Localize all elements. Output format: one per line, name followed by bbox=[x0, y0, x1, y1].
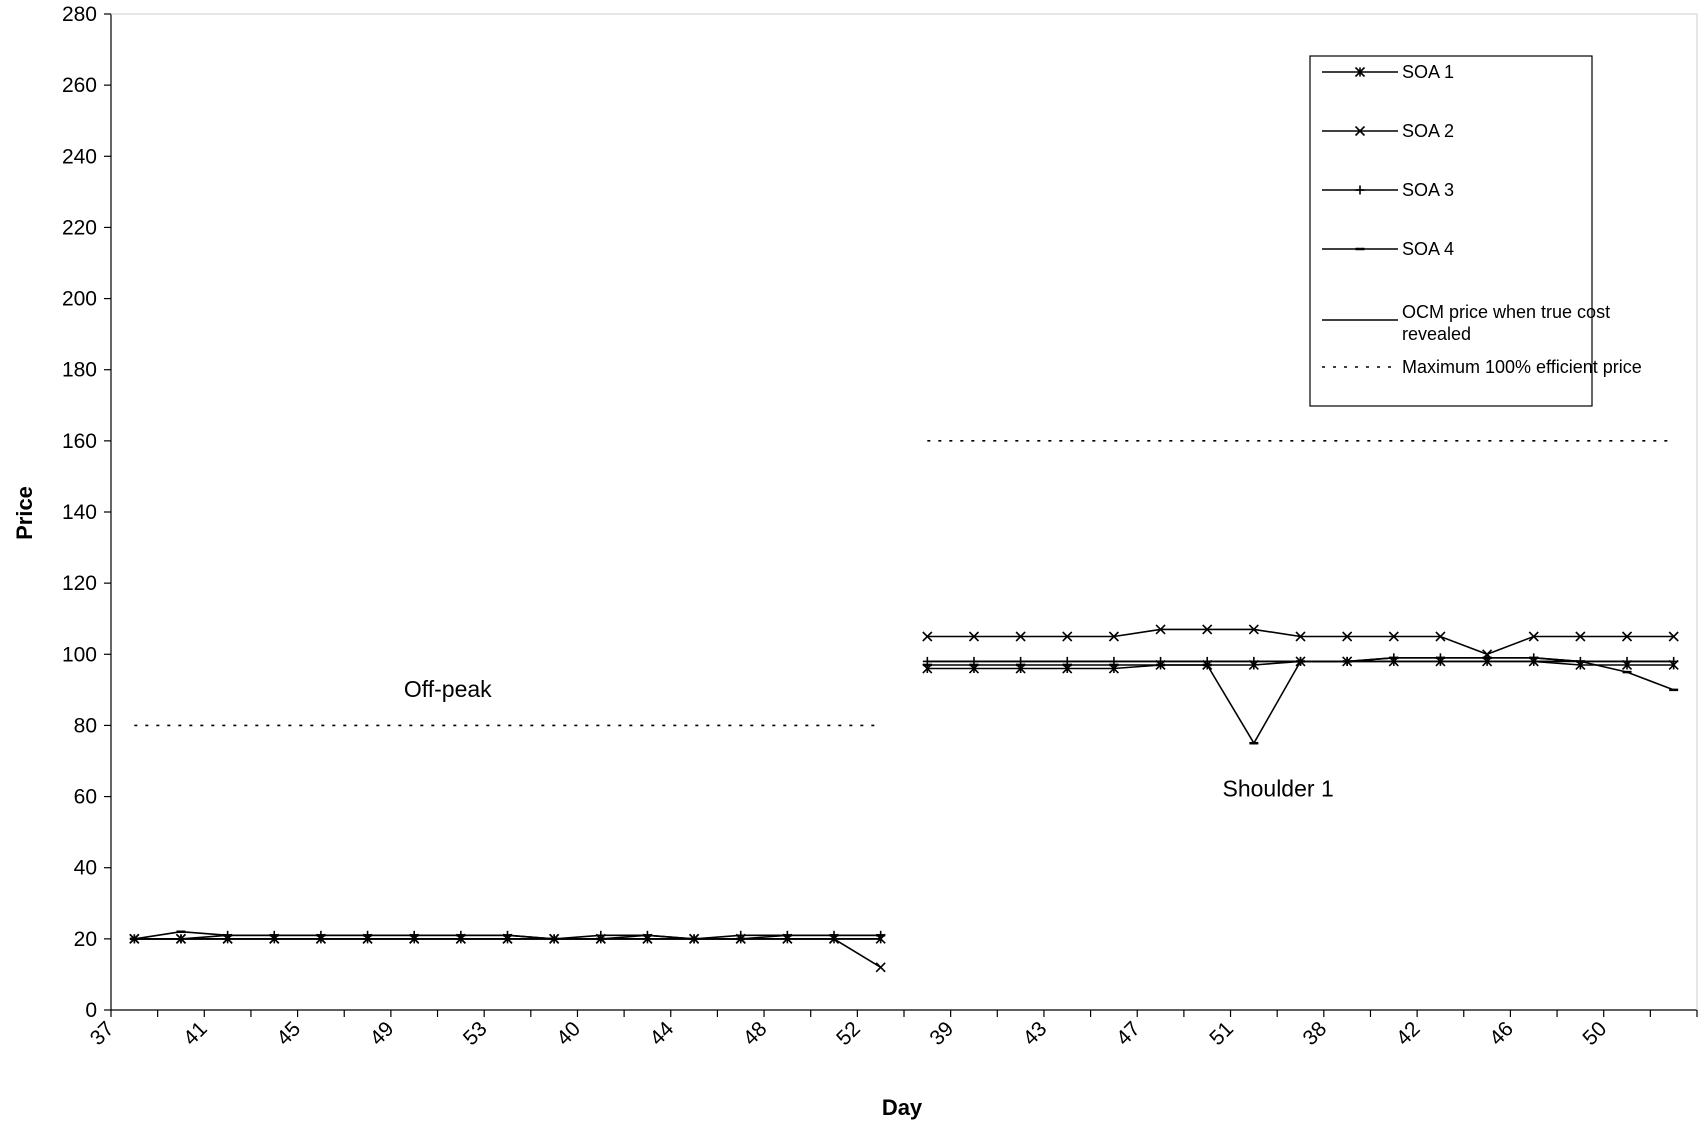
x-tick-label: 42 bbox=[1392, 1017, 1425, 1050]
marker-stroke bbox=[1621, 631, 1633, 642]
x-tick-label: 48 bbox=[739, 1017, 772, 1050]
legend: SOA 1 SOA 2 SOA 3 SOA 4 OCM price when true … bbox=[1309, 55, 1642, 407]
marker-stroke bbox=[1248, 624, 1259, 635]
x-ticks: 37 41 45 49 53 40 44 48 52 39 43 47 51 38 42 46 50 bbox=[86, 1010, 1698, 1050]
marker-stroke bbox=[1342, 631, 1353, 642]
legend-label-line: OCM price when true cost bbox=[1402, 302, 1610, 322]
legend-label: SOA 3 bbox=[1402, 180, 1454, 200]
marker-stroke bbox=[1202, 624, 1213, 635]
x-tick-label: 37 bbox=[86, 1017, 119, 1050]
x-tick-label: 43 bbox=[1019, 1017, 1052, 1050]
marker-stroke bbox=[1435, 631, 1446, 642]
marker-stroke bbox=[875, 962, 886, 973]
y-tick-label: 140 bbox=[62, 501, 97, 524]
y-tick-label: 0 bbox=[85, 999, 97, 1022]
x-tick-label: 47 bbox=[1112, 1017, 1145, 1050]
x-tick-label: 50 bbox=[1578, 1017, 1611, 1050]
y-tick-label: 60 bbox=[74, 786, 97, 809]
y-tick-label: 20 bbox=[74, 928, 97, 951]
series-line bbox=[927, 656, 1674, 745]
x-tick-label: 38 bbox=[1299, 1017, 1332, 1050]
x-tick-label: 41 bbox=[179, 1017, 212, 1050]
y-tick-label: 160 bbox=[62, 430, 97, 453]
marker-stroke bbox=[1528, 631, 1539, 642]
legend-box bbox=[1309, 55, 1593, 407]
marker-stroke bbox=[1108, 631, 1119, 642]
x-tick-label: 46 bbox=[1485, 1017, 1518, 1050]
marker-stroke bbox=[1295, 631, 1306, 642]
x-tick-label: 45 bbox=[272, 1017, 305, 1050]
marker-stroke bbox=[1015, 631, 1026, 642]
x-tick-label: 49 bbox=[366, 1017, 399, 1050]
series-soa-2 bbox=[922, 624, 1679, 660]
y-ticks: 0 20 40 60 80 100 120 140 160 180 200 220 240 260 280 bbox=[62, 3, 111, 1022]
series-soa-2 bbox=[129, 933, 886, 973]
y-tick-label: 280 bbox=[62, 3, 97, 26]
marker-stroke bbox=[922, 631, 933, 642]
marker-stroke bbox=[1155, 624, 1166, 635]
y-tick-label: 240 bbox=[62, 145, 97, 168]
legend-label: SOA 1 bbox=[1402, 62, 1454, 82]
series-line bbox=[927, 628, 1674, 656]
x-tick-label: 40 bbox=[552, 1017, 585, 1050]
marker-stroke bbox=[1388, 631, 1399, 642]
series-soa-4 bbox=[129, 930, 886, 941]
marker-stroke bbox=[1062, 631, 1073, 642]
y-tick-label: 120 bbox=[62, 572, 97, 595]
x-tick-label: 39 bbox=[925, 1017, 958, 1050]
x-tick-label: 53 bbox=[459, 1017, 492, 1050]
x-axis-title: Day bbox=[882, 1095, 923, 1120]
legend-label: SOA 2 bbox=[1402, 121, 1454, 141]
y-tick-label: 180 bbox=[62, 359, 97, 382]
x-tick-label: 51 bbox=[1205, 1017, 1238, 1050]
marker-stroke bbox=[1575, 631, 1586, 642]
y-tick-label: 100 bbox=[62, 643, 97, 666]
legend-label: Maximum 100% efficient price bbox=[1402, 357, 1642, 377]
y-tick-label: 40 bbox=[74, 857, 97, 880]
y-axis-title: Price bbox=[12, 486, 37, 540]
plot-area bbox=[129, 440, 1679, 973]
series-soa-4 bbox=[922, 656, 1679, 745]
y-tick-label: 260 bbox=[62, 74, 97, 97]
marker-stroke bbox=[1668, 631, 1679, 642]
y-tick-label: 220 bbox=[62, 216, 97, 239]
segment-label: Shoulder 1 bbox=[1222, 776, 1333, 802]
legend-label-line: revealed bbox=[1402, 324, 1471, 344]
legend-label: OCM price when true cost revealed bbox=[1402, 302, 1610, 344]
y-tick-label: 200 bbox=[62, 288, 97, 311]
marker-stroke bbox=[1354, 125, 1366, 137]
marker-stroke bbox=[968, 631, 980, 642]
legend-label: SOA 4 bbox=[1402, 239, 1454, 259]
segment-label: Off-peak bbox=[404, 676, 492, 702]
x-tick-label: 44 bbox=[646, 1017, 679, 1050]
y-tick-label: 80 bbox=[74, 714, 97, 737]
x-tick-label: 52 bbox=[832, 1017, 865, 1050]
